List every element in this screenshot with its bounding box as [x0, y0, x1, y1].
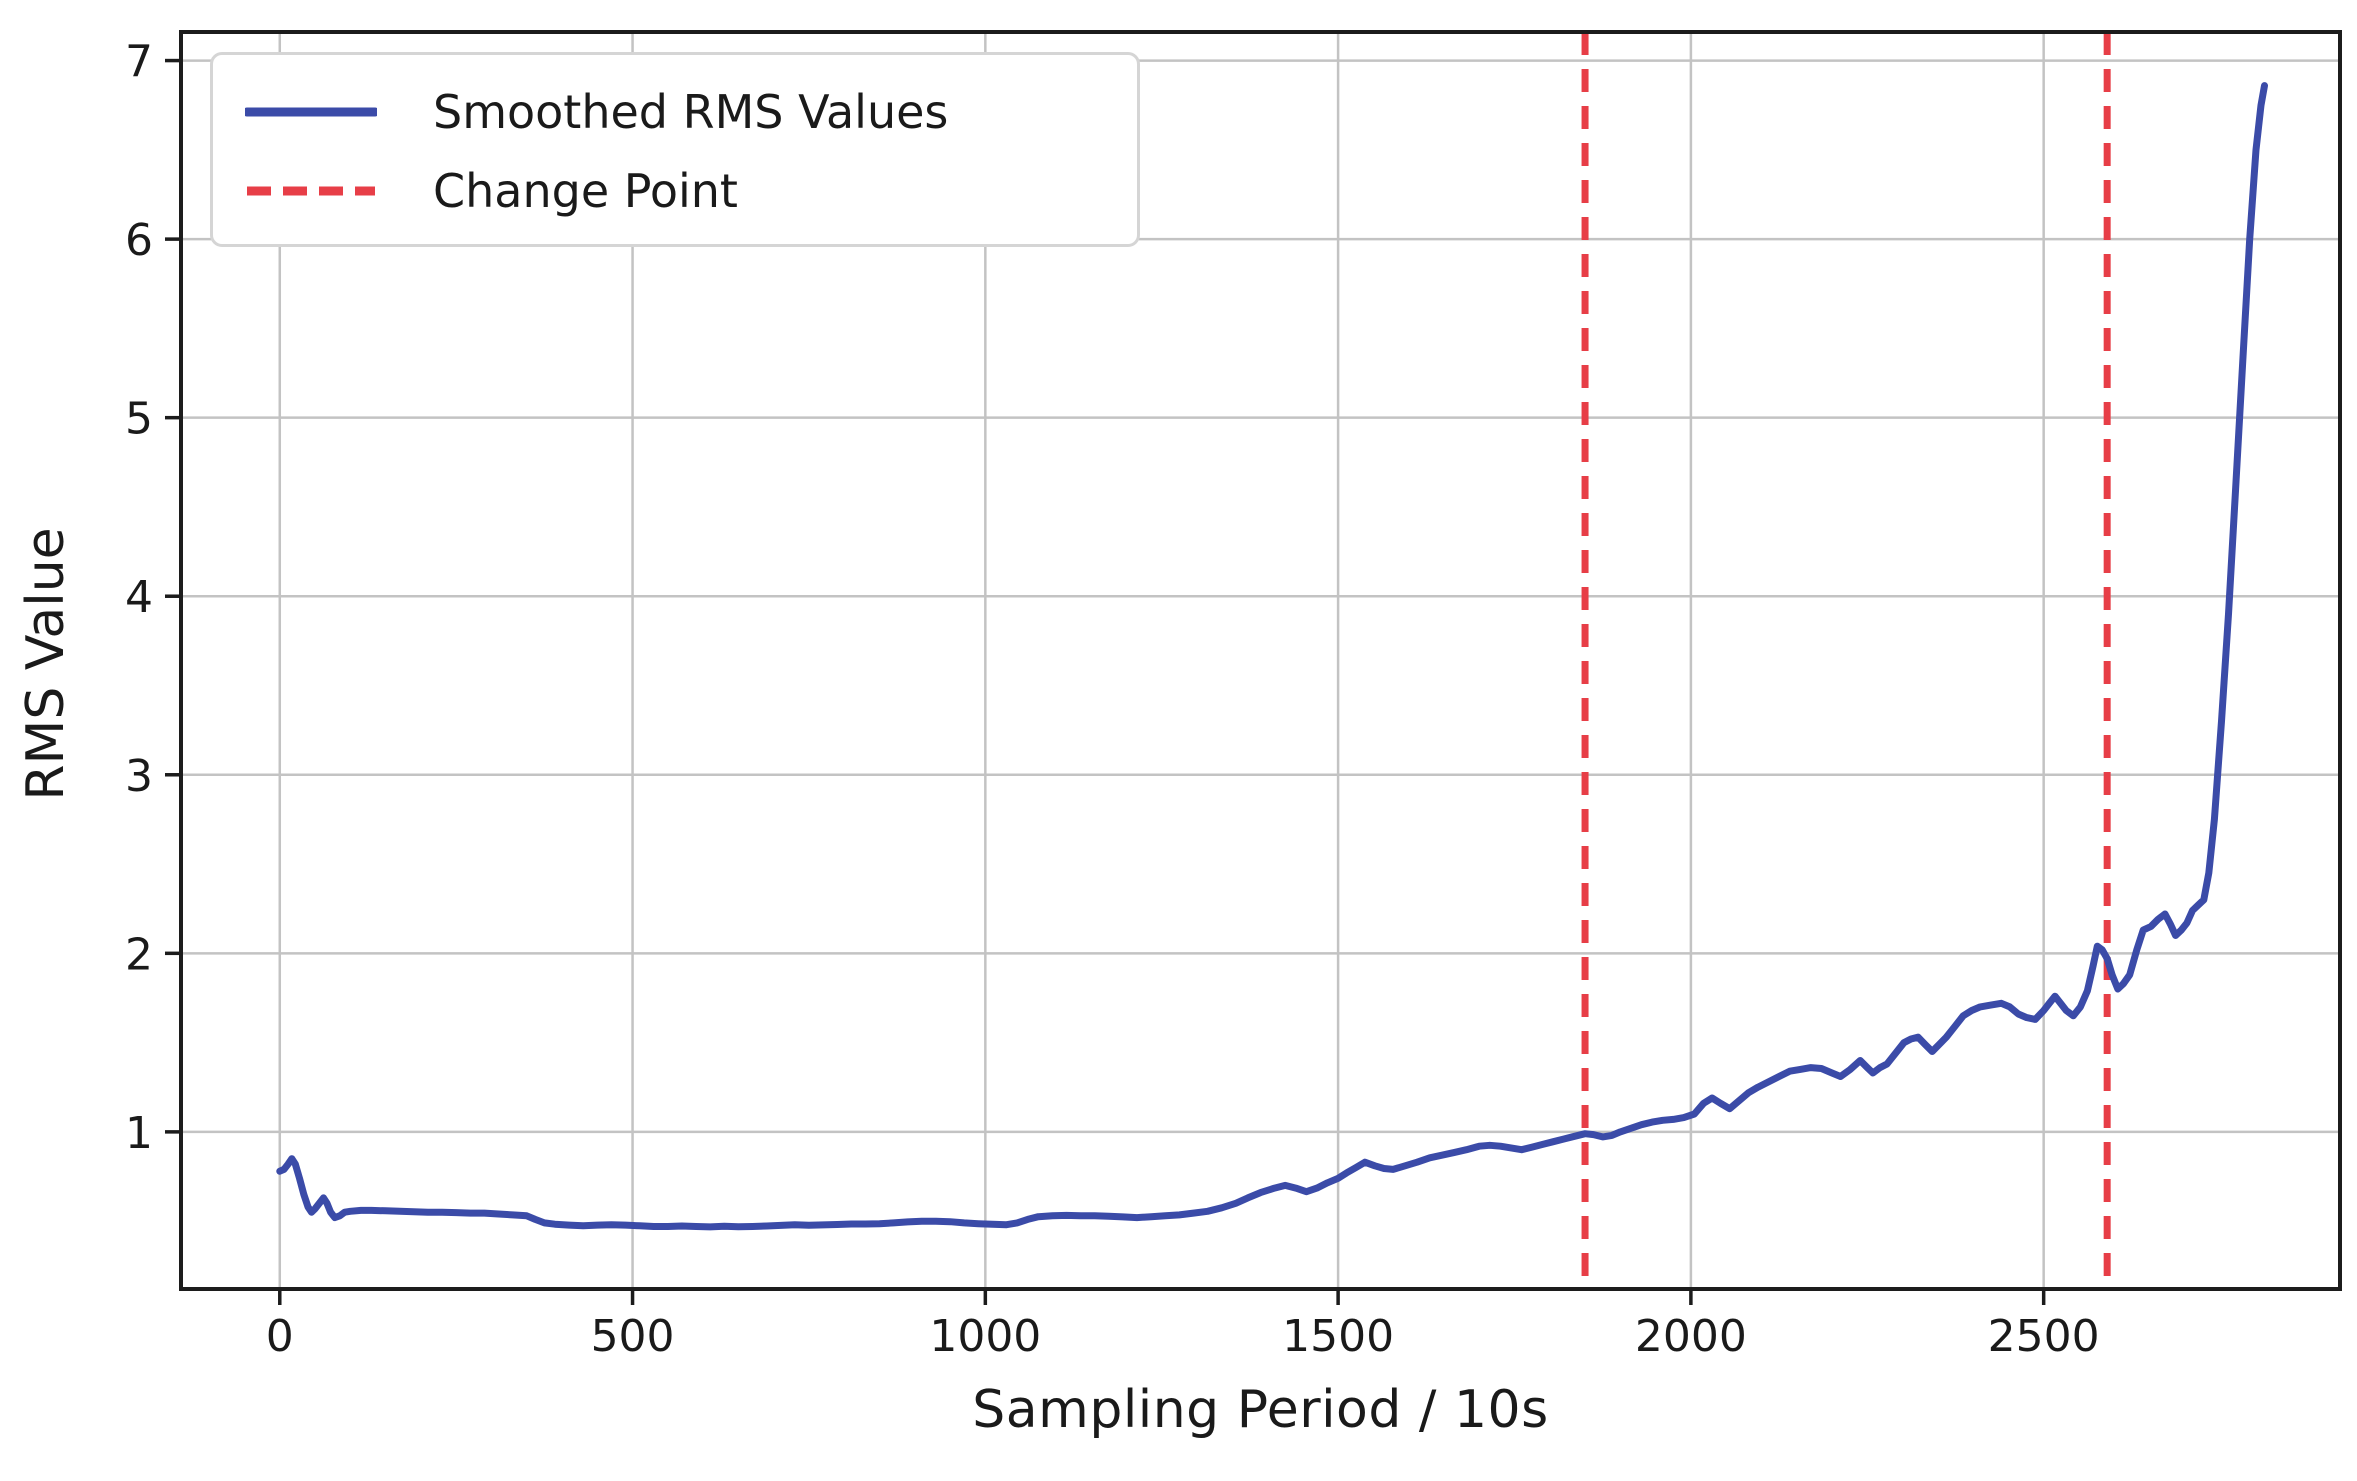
legend-dashed-line-icon [247, 186, 375, 196]
y-tick-label-1: 1 [125, 1108, 153, 1159]
y-tick-label-5: 5 [125, 394, 153, 445]
legend-label-smoothed-rms: Smoothed RMS Values [433, 85, 949, 140]
y-axis-title: RMS Value [16, 527, 76, 801]
x-tick-label-2000: 2000 [1635, 1311, 1747, 1362]
y-tick-label-7: 7 [125, 37, 153, 88]
x-tick-label-1000: 1000 [929, 1311, 1041, 1362]
x-tick-label-500: 500 [591, 1311, 675, 1362]
x-tick-label-0: 0 [266, 1311, 294, 1362]
legend: Smoothed RMS Values Change Point [210, 52, 1140, 247]
x-tick-label-2500: 2500 [1988, 1311, 2100, 1362]
series-line-smoothed-rms [276, 82, 2268, 1231]
plot-frame [179, 30, 2342, 1291]
x-tick-label-1500: 1500 [1282, 1311, 1394, 1362]
legend-item-smoothed-rms: Smoothed RMS Values [245, 75, 1117, 149]
legend-solid-line-icon [245, 107, 377, 117]
legend-label-change-point: Change Point [433, 163, 738, 218]
y-tick-label-4: 4 [125, 572, 153, 623]
y-tick-label-3: 3 [125, 751, 153, 802]
y-tick-label-2: 2 [125, 929, 153, 980]
legend-item-change-point: Change Point [245, 154, 1117, 228]
x-axis-title: Sampling Period / 10s [972, 1380, 1549, 1440]
y-tick-label-6: 6 [125, 215, 153, 266]
